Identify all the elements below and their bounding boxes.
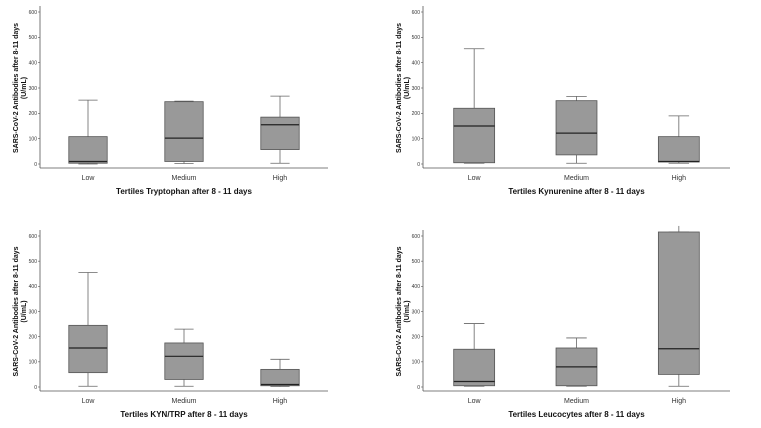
chart-tryptophan: 0 100 200 300 400 500 600 Low Medium High Tertiles… <box>0 0 380 214</box>
box-iqr <box>68 324 108 374</box>
box-iqr <box>453 107 496 164</box>
y-tick-label: 400 <box>412 60 421 66</box>
y-tick-label: 0 <box>34 162 37 168</box>
y-tick-label: 500 <box>29 259 38 265</box>
category-label: Medium <box>172 398 197 405</box>
y-tick-label: 200 <box>412 334 421 340</box>
category-label: Low <box>82 175 96 182</box>
chart-leucocytes: 0 100 200 300 400 500 600 Low Medium High Tertiles… <box>380 214 761 428</box>
x-axis-label: Tertiles KYN/TRP after 8 - 11 days <box>120 410 248 419</box>
box-iqr <box>164 101 204 162</box>
y-tick-label: 300 <box>412 309 421 315</box>
y-tick-label: 600 <box>412 234 421 240</box>
y-tick-label: 500 <box>412 259 421 265</box>
box-iqr <box>260 116 300 150</box>
chart-kynurenine: 0 100 200 300 400 500 600 Low Medium High Tertiles… <box>380 0 761 214</box>
box-iqr <box>657 136 700 163</box>
category-label: Low <box>82 398 96 405</box>
category-label: High <box>672 175 687 182</box>
y-axis-label: SARS-CoV-2 Antibodies after 8-11 days <box>396 246 403 376</box>
box-iqr <box>164 342 204 380</box>
box-iqr <box>68 136 108 164</box>
y-axis-label: SARS-CoV-2 Antibodies after 8-11 days <box>396 23 403 153</box>
y-tick-label: 400 <box>29 60 38 66</box>
y-tick-label: 100 <box>29 360 38 366</box>
y-axis-label: SARS-CoV-2 Antibodies after 8-11 days <box>13 23 20 153</box>
category-label: Low <box>468 175 482 182</box>
chart-kyn-trp: 0 100 200 300 400 500 600 Low Medium High Tertiles… <box>0 214 380 428</box>
y-axis-label: SARS-CoV-2 Antibodies after 8-11 days <box>13 246 20 376</box>
category-label: Medium <box>564 175 589 182</box>
y-axis-unit: (U/mL) <box>404 77 411 99</box>
y-tick-label: 100 <box>412 360 421 366</box>
y-tick-label: 100 <box>29 136 38 142</box>
category-label: Medium <box>564 398 589 405</box>
box-iqr <box>657 231 700 375</box>
y-tick-label: 200 <box>29 334 38 340</box>
chart-svg-1: 0 100 200 300 400 500 600 Low Medium High Tertiles… <box>13 6 328 196</box>
chart-svg-2: 0 100 200 300 400 500 600 Low Medium High Tertiles… <box>396 6 730 196</box>
chart-svg-4: 0 100 200 300 400 500 600 Low Medium High Tertiles… <box>396 225 730 419</box>
y-tick-label: 100 <box>412 136 421 142</box>
y-tick-label: 600 <box>29 234 38 240</box>
y-tick-label: 400 <box>412 284 421 290</box>
box-iqr <box>555 100 598 156</box>
y-tick-label: 300 <box>29 309 38 315</box>
x-axis-label: Tertiles Tryptophan after 8 - 11 days <box>116 187 252 196</box>
y-tick-label: 300 <box>29 86 38 92</box>
box-iqr <box>453 348 496 387</box>
y-tick-label: 0 <box>417 385 420 391</box>
x-axis-label: Tertiles Kynurenine after 8 - 11 days <box>508 187 645 196</box>
category-label: High <box>273 175 288 182</box>
y-tick-label: 0 <box>34 385 37 391</box>
category-label: High <box>672 398 687 405</box>
y-tick-label: 400 <box>29 284 38 290</box>
y-tick-label: 200 <box>29 111 38 117</box>
chart-svg-3: 0 100 200 300 400 500 600 Low Medium High Tertiles… <box>13 230 328 419</box>
box-iqr <box>260 368 300 387</box>
category-label: Low <box>468 398 482 405</box>
y-tick-label: 300 <box>412 86 421 92</box>
y-tick-label: 0 <box>417 162 420 168</box>
y-tick-label: 500 <box>29 35 38 41</box>
y-tick-label: 600 <box>412 10 421 16</box>
y-tick-label: 200 <box>412 111 421 117</box>
y-tick-label: 500 <box>412 35 421 41</box>
y-tick-label: 600 <box>29 10 38 16</box>
category-label: Medium <box>172 175 197 182</box>
category-label: High <box>273 398 288 405</box>
y-axis-unit: (U/mL) <box>404 300 411 322</box>
x-axis-label: Tertiles Leucocytes after 8 - 11 days <box>508 410 645 419</box>
y-axis-unit: (U/mL) <box>21 77 28 99</box>
y-axis-unit: (U/mL) <box>21 300 28 322</box>
